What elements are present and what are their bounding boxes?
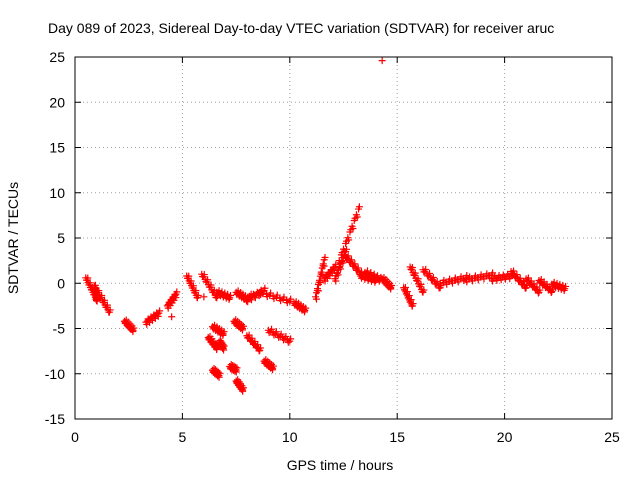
x-tick-labels: 0 5 10 15 20 25	[71, 429, 620, 445]
y-tick-labels: -15 -10 -5 0 5 10 15 20 25	[45, 49, 65, 427]
y-tick-label: -10	[45, 366, 65, 382]
data-points	[82, 57, 570, 395]
data-point	[348, 256, 356, 264]
data-point	[420, 286, 428, 294]
data-point	[344, 252, 352, 260]
data-point	[227, 291, 235, 299]
data-point	[422, 265, 430, 273]
x-tick-label: 0	[71, 429, 79, 445]
data-point	[204, 276, 212, 284]
data-point	[251, 294, 259, 302]
data-point	[239, 384, 247, 392]
y-tick-label: 10	[49, 185, 65, 201]
data-point	[388, 282, 396, 290]
data-point	[312, 295, 320, 303]
data-point	[287, 295, 295, 303]
x-axis-label: GPS time / hours	[287, 457, 394, 473]
data-point	[287, 335, 295, 343]
data-point	[345, 236, 353, 244]
data-point	[353, 213, 361, 221]
data-point	[268, 325, 276, 333]
data-point	[355, 203, 363, 211]
y-tick-label: -15	[45, 411, 65, 427]
data-point	[173, 288, 181, 296]
data-point	[168, 313, 176, 321]
data-point	[321, 253, 329, 261]
y-tick-label: 0	[57, 275, 65, 291]
data-point	[336, 259, 344, 267]
y-tick-label: 20	[49, 94, 65, 110]
data-point	[349, 224, 357, 232]
data-point	[247, 290, 255, 298]
x-tick-label: 25	[604, 429, 620, 445]
data-point	[269, 362, 277, 370]
data-point	[364, 267, 372, 275]
x-tick-label: 10	[282, 429, 298, 445]
data-point	[536, 286, 544, 294]
data-point	[233, 364, 241, 372]
y-tick-label: 15	[49, 140, 65, 156]
data-point	[220, 328, 228, 336]
data-point	[216, 369, 224, 377]
data-point	[93, 294, 101, 302]
y-axis-label: SDTVAR / TECUs	[5, 182, 21, 294]
data-point	[282, 332, 290, 340]
data-point	[200, 271, 208, 279]
data-point	[239, 322, 247, 330]
data-point	[314, 287, 322, 295]
data-point	[370, 270, 378, 278]
data-point	[194, 291, 202, 299]
data-point	[257, 344, 265, 352]
data-point	[220, 342, 228, 350]
data-point	[316, 279, 324, 287]
axis-ticks	[74, 56, 613, 420]
data-point	[332, 261, 340, 269]
y-tick-label: 5	[57, 230, 65, 246]
data-point	[409, 300, 417, 308]
data-point	[272, 328, 280, 336]
data-point	[130, 324, 138, 332]
data-point	[351, 260, 359, 268]
data-point	[302, 304, 310, 312]
chart-title: Day 089 of 2023, Sidereal Day-to-day VTE…	[48, 20, 554, 36]
data-point	[367, 269, 375, 277]
data-point	[200, 293, 208, 301]
data-point	[277, 330, 285, 338]
data-point	[510, 267, 518, 275]
data-point	[207, 281, 215, 289]
data-point	[374, 272, 382, 280]
data-point	[244, 298, 252, 306]
data-point	[156, 307, 164, 315]
y-tick-label: -5	[53, 321, 66, 337]
data-point	[429, 273, 437, 281]
data-point	[320, 262, 328, 270]
x-tick-label: 20	[497, 429, 513, 445]
data-point	[513, 271, 521, 279]
data-point	[562, 282, 570, 290]
y-tick-label: 25	[49, 49, 65, 65]
data-point	[340, 247, 348, 255]
data-point	[378, 57, 386, 65]
grid	[75, 57, 612, 419]
x-tick-label: 15	[389, 429, 405, 445]
data-point	[106, 306, 114, 314]
data-point	[354, 264, 362, 272]
data-point	[426, 269, 434, 277]
x-tick-label: 5	[179, 429, 187, 445]
